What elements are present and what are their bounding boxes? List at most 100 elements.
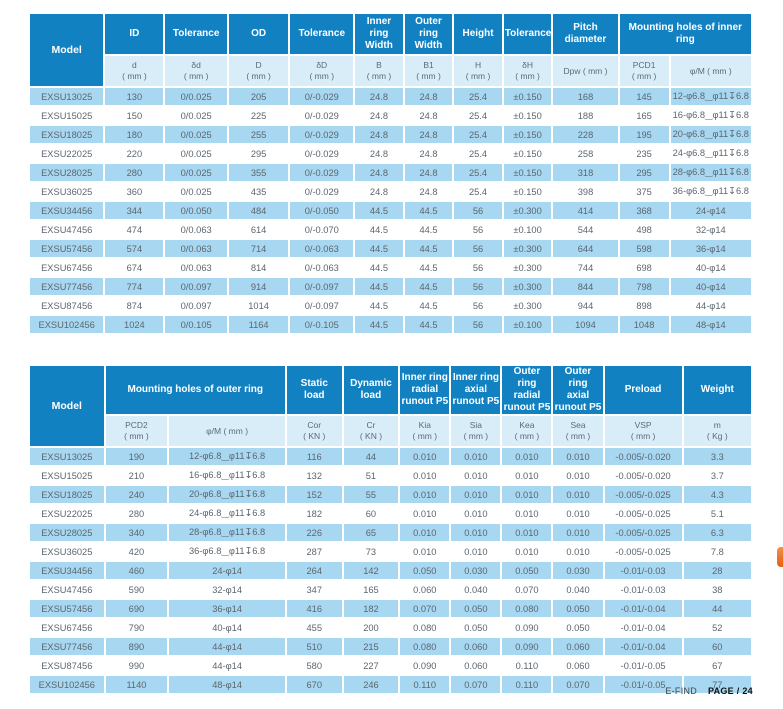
value-cell: 142	[343, 562, 399, 579]
column-header-inner-axial-runout: Inner ring axial runout P5	[451, 366, 501, 414]
value-cell: 36-φ6.8‿φ11↧6.8	[169, 543, 285, 560]
value-cell: 235	[619, 145, 669, 162]
value-cell: 0/0.097	[165, 297, 227, 314]
value-cell: 152	[286, 486, 342, 503]
value-cell: 24-φ6.8‿φ11↧6.8	[169, 505, 285, 522]
value-cell: 32-φ14	[169, 581, 285, 598]
value-cell: 25.4	[454, 145, 502, 162]
model-cell: EXSU15025	[30, 107, 104, 124]
table2-group-header-row: Model Mounting holes of outer ring Stati…	[30, 366, 751, 446]
value-cell: 0.010	[553, 467, 603, 484]
value-cell: 0.060	[451, 657, 501, 674]
model-cell: EXSU47456	[30, 581, 104, 598]
value-cell: -0.01/-0.04	[604, 619, 682, 636]
value-cell: 990	[105, 657, 168, 674]
value-cell: 0.070	[400, 600, 450, 617]
value-cell: 0.010	[451, 543, 501, 560]
table-row: EXSU13025 130 0/0.025 205 0/-0.029 24.8 24.8 25…	[30, 88, 751, 105]
sub-header-Sea: Sea ( mm )	[553, 416, 603, 446]
value-cell: ±0.150	[503, 164, 552, 181]
value-cell: 614	[228, 221, 289, 238]
sub-header-B1: B1 ( mm )	[404, 56, 453, 86]
value-cell: 44	[683, 600, 751, 617]
value-cell: 1164	[228, 316, 289, 333]
value-cell: 24-φ6.8‿φ11↧6.8	[670, 145, 751, 162]
value-cell: 0.010	[451, 505, 501, 522]
sub-header-PCD2: PCD2 ( mm )	[105, 416, 168, 446]
value-cell: 56	[454, 278, 502, 295]
sub-header-phi-M-outer: φ/M ( mm )	[169, 416, 285, 446]
inner-ring-spec-table: Model ID Tolerance OD Tolerance Inner ri…	[28, 12, 753, 335]
table-row: EXSU57456 690 36-φ14 416 182 0.070 0.050 0.080 0…	[30, 600, 751, 617]
value-cell: 0.010	[502, 467, 552, 484]
value-cell: 36-φ14	[670, 240, 751, 257]
value-cell: 0.070	[502, 581, 552, 598]
page-edge-orange-mark	[777, 547, 783, 567]
value-cell: 0.010	[451, 486, 501, 503]
value-cell: 474	[105, 221, 164, 238]
value-cell: 44.5	[355, 259, 403, 276]
value-cell: ±0.100	[503, 316, 552, 333]
value-cell: 0.010	[553, 486, 603, 503]
table-row: EXSU102456 1024 0/0.105 1164 0/-0.105 44.5 44.…	[30, 316, 751, 333]
table-row: EXSU77456 774 0/0.097 914 0/-0.097 44.5 44.5 56…	[30, 278, 751, 295]
value-cell: 24.8	[404, 183, 453, 200]
value-cell: 1024	[105, 316, 164, 333]
table1-sub-header-row: d ( mm ) δd ( mm ) D ( mm ) δD ( mm ) B …	[30, 56, 751, 86]
table-row: EXSU34456 344 0/0.050 484 0/-0.050 44.5 44.5 56…	[30, 202, 751, 219]
value-cell: 77	[683, 676, 751, 693]
table-row: EXSU67456 674 0/0.063 814 0/-0.063 44.5 44.5 56…	[30, 259, 751, 276]
value-cell: -0.005/-0.025	[604, 543, 682, 560]
value-cell: 56	[454, 297, 502, 314]
value-cell: 0/0.025	[165, 88, 227, 105]
table-row: EXSU87456 874 0/0.097 1014 0/-0.097 44.5 44.5 5…	[30, 297, 751, 314]
value-cell: 165	[343, 581, 399, 598]
value-cell: 790	[105, 619, 168, 636]
value-cell: 0.070	[553, 676, 603, 693]
model-cell: EXSU13025	[30, 448, 104, 465]
value-cell: 460	[105, 562, 168, 579]
value-cell: 44.5	[355, 202, 403, 219]
value-cell: 215	[343, 638, 399, 655]
table2-body: EXSU13025 190 12-φ6.8‿φ11↧6.8 116 44 0.010 0.0…	[30, 448, 751, 693]
value-cell: 24.8	[404, 164, 453, 181]
value-cell: 0/0.025	[165, 145, 227, 162]
value-cell: 240	[105, 486, 168, 503]
model-cell: EXSU34456	[30, 562, 104, 579]
value-cell: 116	[286, 448, 342, 465]
value-cell: 180	[105, 126, 164, 143]
column-header-id: ID	[105, 14, 164, 54]
model-cell: EXSU36025	[30, 543, 104, 560]
value-cell: 16-φ6.8‿φ11↧6.8	[169, 467, 285, 484]
value-cell: 0.060	[451, 638, 501, 655]
value-cell: 188	[553, 107, 618, 124]
value-cell: 944	[553, 297, 618, 314]
value-cell: 44-φ14	[670, 297, 751, 314]
model-cell: EXSU67456	[30, 619, 104, 636]
value-cell: ±0.300	[503, 240, 552, 257]
value-cell: 690	[105, 600, 168, 617]
value-cell: 287	[286, 543, 342, 560]
value-cell: 24-φ14	[670, 202, 751, 219]
table-row: EXSU102456 1140 48-φ14 670 246 0.110 0.070 0.11…	[30, 676, 751, 693]
page-footer: E-FIND PAGE / 24	[28, 686, 753, 696]
value-cell: 24.8	[355, 183, 403, 200]
sub-header-Kea: Kea ( mm )	[502, 416, 552, 446]
value-cell: 0/-0.050	[290, 202, 354, 219]
value-cell: 898	[619, 297, 669, 314]
table-row: EXSU15025 210 16-φ6.8‿φ11↧6.8 132 51 0.010 0.0…	[30, 467, 751, 484]
table-row: EXSU47456 590 32-φ14 347 165 0.060 0.040 0.070 0…	[30, 581, 751, 598]
model-cell: EXSU67456	[30, 259, 104, 276]
value-cell: 0.110	[502, 657, 552, 674]
value-cell: -0.01/-0.05	[604, 676, 682, 693]
value-cell: ±0.100	[503, 221, 552, 238]
table-row: EXSU18025 180 0/0.025 255 0/-0.029 24.8 24.8 25…	[30, 126, 751, 143]
value-cell: 280	[105, 505, 168, 522]
value-cell: 455	[286, 619, 342, 636]
value-cell: 24.8	[404, 88, 453, 105]
sub-header-Sia: Sia ( mm )	[451, 416, 501, 446]
value-cell: 774	[105, 278, 164, 295]
value-cell: 3.3	[683, 448, 751, 465]
value-cell: ±0.150	[503, 145, 552, 162]
value-cell: 0.090	[502, 638, 552, 655]
